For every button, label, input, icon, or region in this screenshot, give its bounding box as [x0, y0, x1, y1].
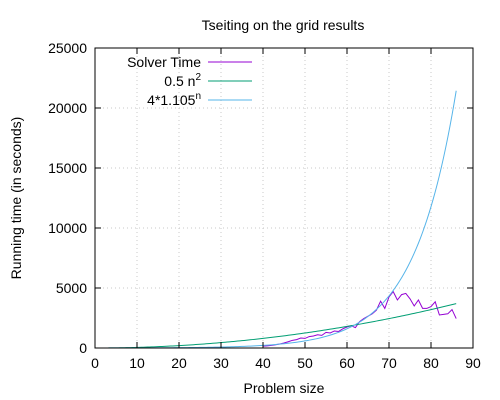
y-tick-label: 15000: [48, 160, 87, 176]
y-tick-label: 25000: [48, 40, 87, 56]
plot-frame: [94, 47, 474, 349]
x-tick-label: 20: [171, 355, 187, 371]
y-tick-label: 5000: [56, 280, 87, 296]
x-tick-label: 50: [297, 355, 313, 371]
x-axis-title: Problem size: [244, 380, 325, 396]
x-tick-label: 10: [129, 355, 145, 371]
chart-series-layer: [95, 90, 457, 349]
x-tick-label: 90: [465, 355, 481, 371]
x-tick-label: 70: [381, 355, 397, 371]
x-tick-label: 80: [423, 355, 439, 371]
x-tick-label: 30: [213, 355, 229, 371]
y-tick-label: 20000: [48, 100, 87, 116]
y-axis-title: Running time (in seconds): [8, 117, 24, 280]
legend-label-1: 0.5 n2​: [164, 72, 201, 89]
axis-ticks: 0 10 20 30 40 50 60 70 80 90 0 5000 10000 15000 20000 2…: [48, 40, 481, 371]
y-tick-label: 10000: [48, 220, 87, 236]
legend-label-2: 4*1.105n​: [147, 91, 201, 108]
series-line-0: [262, 290, 457, 347]
chart-grid: [95, 48, 473, 348]
series-line-2: [95, 90, 457, 349]
chart-title: Tseiting on the grid results: [202, 17, 365, 33]
legend-label-0: Solver Time: [127, 54, 201, 70]
x-tick-label: 40: [255, 355, 271, 371]
series-line-1: [95, 303, 457, 349]
chart-legend: Solver Time 0.5 n2​ 4*1.105n​: [127, 54, 252, 108]
x-tick-label: 60: [339, 355, 355, 371]
y-tick-label: 0: [79, 340, 87, 356]
x-tick-label: 0: [91, 355, 99, 371]
